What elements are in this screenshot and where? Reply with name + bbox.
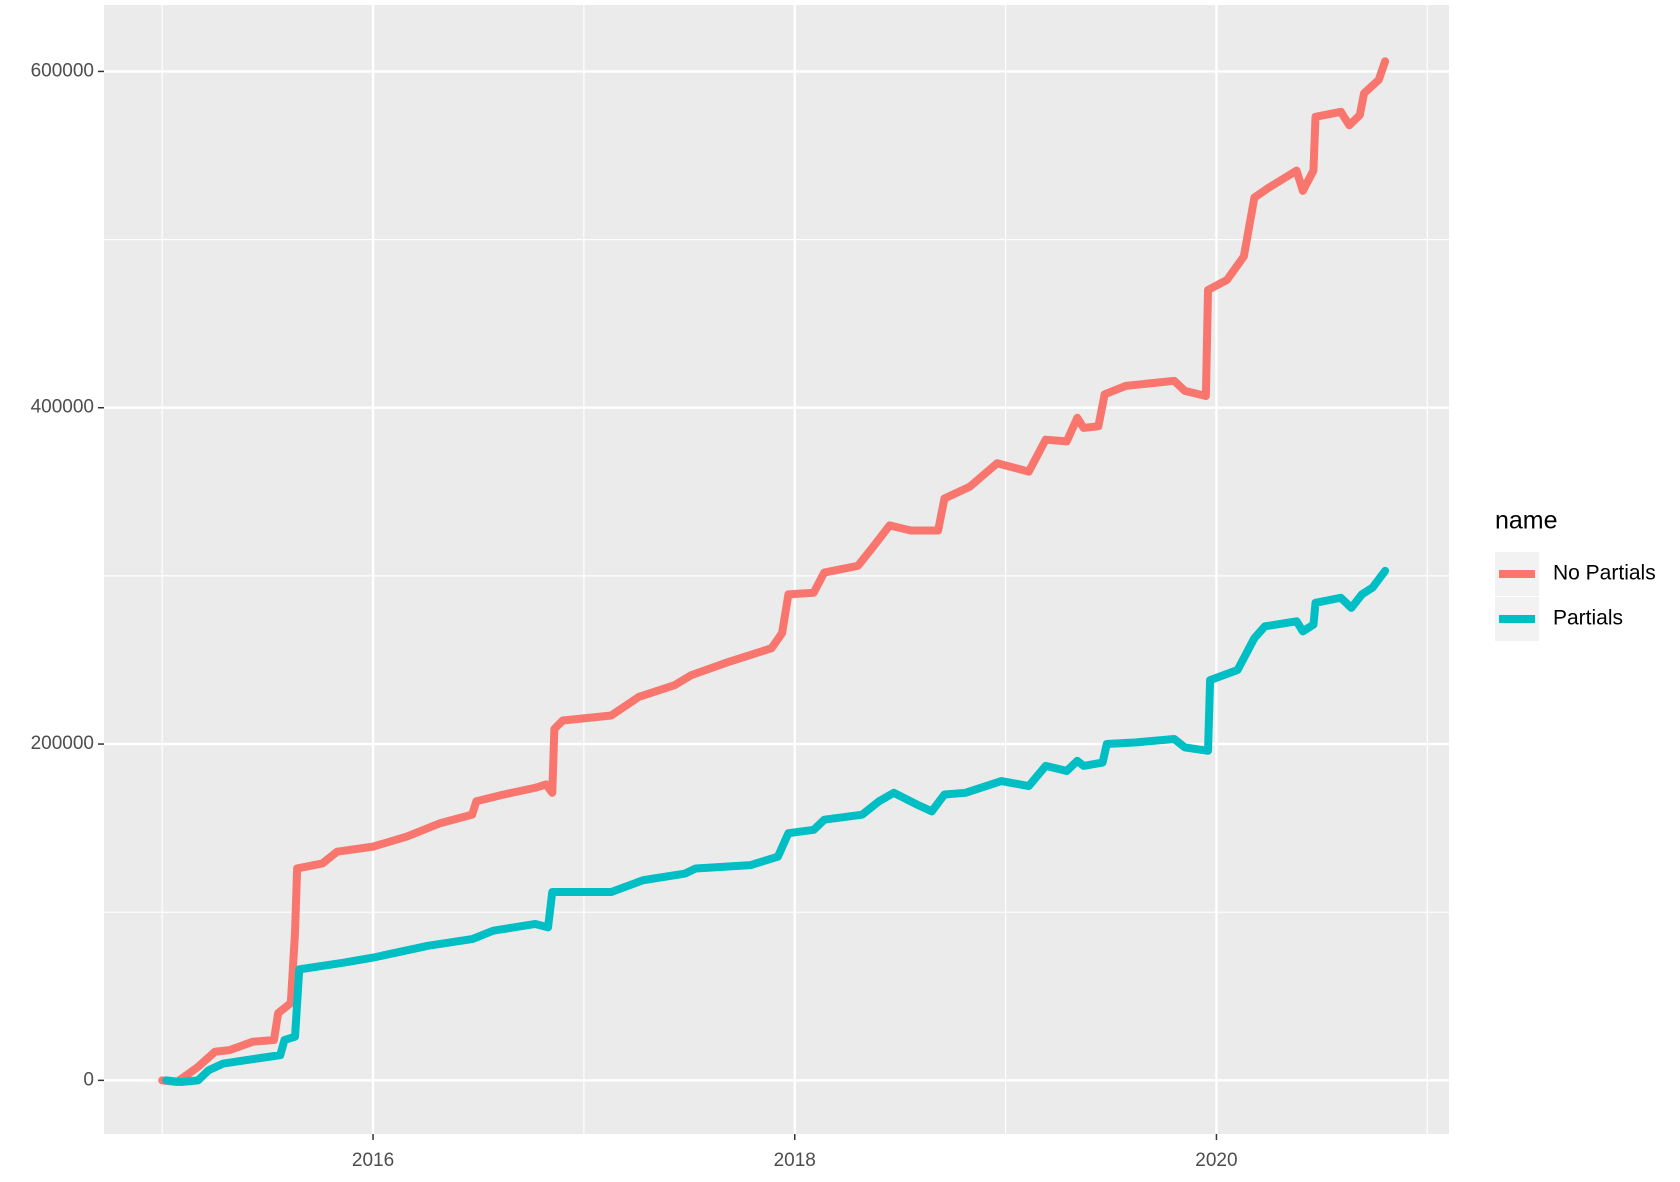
legend-label: No Partials: [1553, 562, 1656, 585]
y-tick-label: 400000: [31, 397, 94, 418]
grid: [104, 5, 1449, 1134]
y-tick-label: 600000: [31, 60, 94, 81]
x-tick-label: 2016: [352, 1150, 394, 1171]
series-line: [158, 57, 1390, 1087]
panel: [104, 5, 1449, 1134]
x-tick-label: 2020: [1195, 1150, 1237, 1171]
lines: [158, 57, 1390, 1087]
y-tick-label: 200000: [31, 733, 94, 754]
legend-title: name: [1495, 507, 1558, 535]
axes: 0 200000 400000 600000 2016 2018 2020: [31, 60, 1238, 1171]
y-tick-label: 0: [83, 1069, 94, 1090]
x-tick-label: 2018: [774, 1150, 816, 1171]
legend-label: Partials: [1553, 607, 1623, 630]
series-line: [162, 566, 1390, 1087]
legend: No Partials Partials: [1495, 552, 1656, 641]
